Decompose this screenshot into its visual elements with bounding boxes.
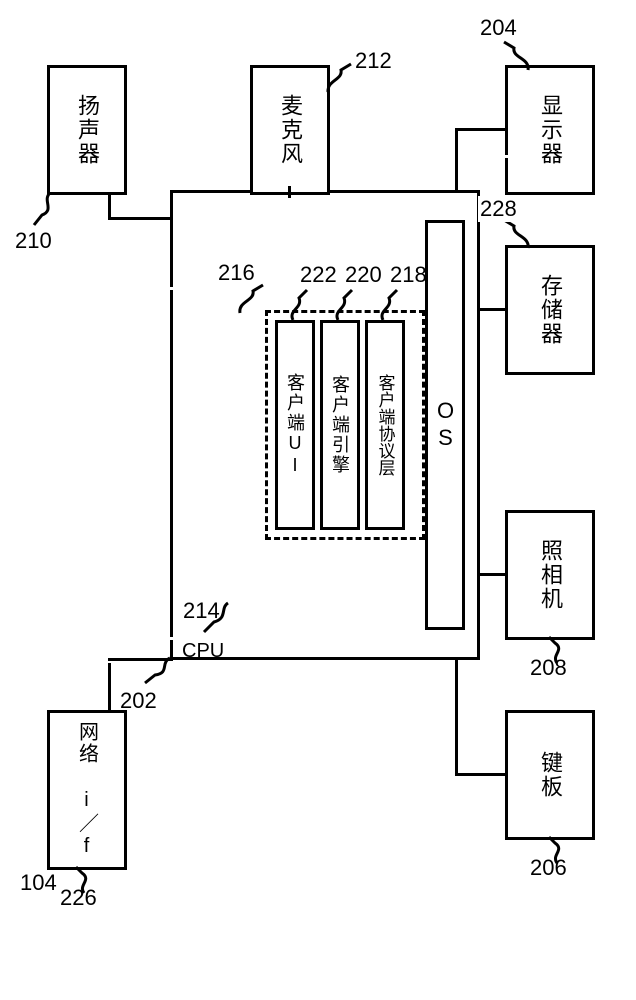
mic-box: 麦克风 — [250, 65, 330, 195]
keyboard-label: 键板 — [508, 713, 592, 837]
sq-208 — [545, 635, 575, 665]
sq-222 — [285, 288, 315, 323]
client-engine-label: 客户端引擎 — [323, 323, 357, 527]
ref-212: 212 — [355, 48, 392, 74]
client-group-ref: 216 — [218, 260, 255, 286]
client-ui-box: 客户端UI — [275, 320, 315, 530]
conn-display-h2 — [455, 128, 508, 131]
conn-speaker-b — [108, 217, 173, 220]
conn-camera — [480, 573, 508, 576]
conn-net-v — [108, 660, 111, 713]
storage-label: 存储器 — [508, 248, 592, 372]
sq-226 — [72, 865, 102, 895]
os-box: OS — [425, 220, 465, 630]
ref-220: 220 — [345, 262, 382, 288]
storage-box: 存储器 — [505, 245, 595, 375]
ref-222: 222 — [300, 262, 337, 288]
client-engine-box: 客户端引擎 — [320, 320, 360, 530]
sq-220 — [330, 288, 360, 323]
mic-label: 麦克风 — [253, 68, 327, 192]
camera-box: 照相机 — [505, 510, 595, 640]
conn-kb-h — [455, 773, 508, 776]
sq-210 — [30, 190, 60, 230]
sq-204 — [500, 40, 535, 75]
conn-mic2 — [288, 186, 291, 198]
display-box: 显示器 — [505, 65, 595, 195]
figure-ref: 104 — [20, 870, 57, 896]
os-ref-squiggle2 — [395, 625, 435, 665]
network-box: 网络 i／f — [47, 710, 127, 870]
client-group-squiggle — [235, 283, 273, 318]
camera-label: 照相机 — [508, 513, 592, 637]
sq-206 — [545, 835, 575, 865]
ref-228: 228 — [478, 196, 519, 222]
display-label: 显示器 — [508, 68, 592, 192]
client-protocol-box: 客户端协议层 — [365, 320, 405, 530]
ref-218: 218 — [390, 262, 427, 288]
ref-214-real: 214 — [183, 598, 220, 624]
sq-218 — [375, 288, 405, 323]
ref-210: 210 — [15, 228, 52, 254]
conn-display-v2 — [455, 128, 458, 193]
speaker-box: 扬声器 — [47, 65, 127, 195]
speaker-label: 扬声器 — [50, 68, 124, 192]
network-label: 网络 i／f — [50, 713, 124, 867]
cpu-label: CPU — [182, 640, 224, 663]
client-protocol-label: 客户端协议层 — [368, 323, 402, 527]
diagram-canvas: 104 CPU 202 OS 214 216 客户端UI 客户端引擎 客户端协议… — [0, 0, 636, 1000]
os-label: OS — [428, 223, 462, 627]
client-ui-label: 客户端UI — [278, 323, 312, 527]
keyboard-box: 键板 — [505, 710, 595, 840]
conn-kb-v — [455, 660, 458, 776]
ref-204: 204 — [480, 15, 517, 41]
sq-228 — [500, 218, 535, 253]
conn-storage — [480, 308, 508, 311]
conn-net-h2 — [108, 658, 173, 661]
